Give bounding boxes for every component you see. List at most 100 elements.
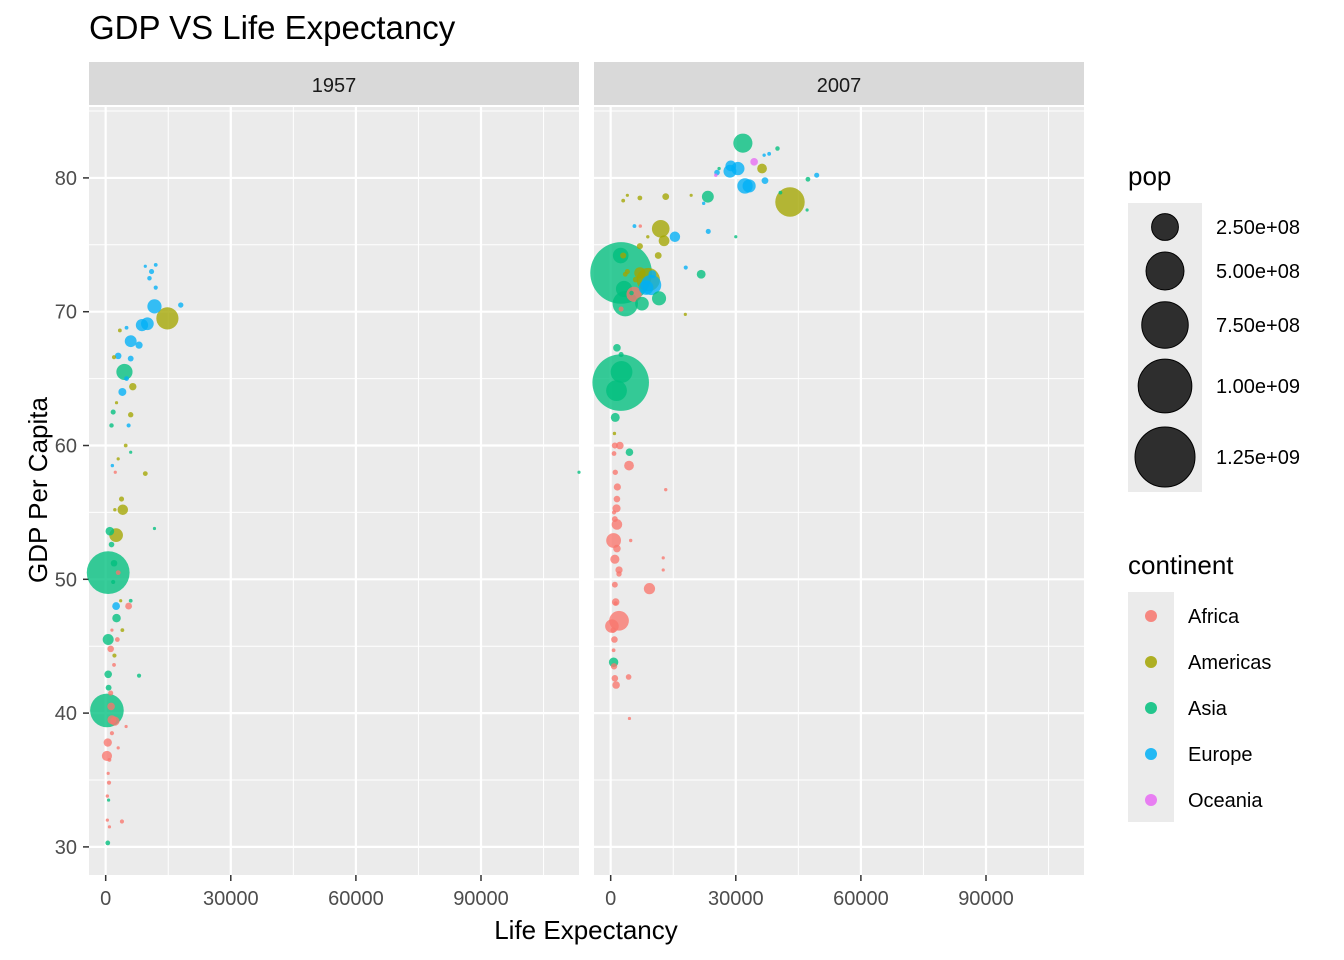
data-point-asia <box>86 551 130 595</box>
data-point-americas <box>111 355 117 360</box>
data-point-africa <box>108 690 114 696</box>
data-point-africa <box>113 470 117 474</box>
color-legend-key-africa <box>1145 610 1157 622</box>
data-point-americas <box>636 243 643 250</box>
data-point-africa <box>612 681 620 689</box>
data-point-asia <box>701 190 714 203</box>
data-point-asia <box>102 634 114 646</box>
x-tick-label: 30000 <box>203 888 259 910</box>
data-point-americas <box>112 653 117 658</box>
data-point-asia <box>652 291 667 306</box>
data-point-europe <box>638 280 654 295</box>
data-point-africa <box>613 544 621 553</box>
data-point-africa <box>611 510 617 515</box>
data-point-africa <box>103 738 112 747</box>
data-point-americas <box>129 382 137 391</box>
facet-strip-label: 2007 <box>817 75 862 97</box>
size-legend-key <box>1141 301 1189 349</box>
data-point-africa <box>643 583 656 595</box>
data-point-africa <box>629 538 633 543</box>
data-point-africa <box>616 571 622 577</box>
data-point-asia <box>778 190 783 195</box>
data-point-europe <box>153 262 158 267</box>
data-point-europe <box>725 160 737 172</box>
data-point-asia <box>696 269 706 279</box>
data-point-africa <box>611 636 618 643</box>
y-tick-label: 70 <box>55 302 77 324</box>
data-point-americas <box>651 219 670 238</box>
data-point-africa <box>110 628 114 632</box>
data-point-europe <box>814 172 820 178</box>
y-tick-label: 40 <box>55 703 77 725</box>
data-point-europe <box>669 231 681 243</box>
data-point-africa <box>119 819 125 824</box>
x-tick-label: 0 <box>100 888 111 910</box>
data-point-asia <box>610 412 620 422</box>
data-point-asia <box>110 409 116 415</box>
data-point-europe <box>135 341 143 349</box>
color-legend: continent Africa Americas Asia Europe Oceani… <box>1128 550 1271 822</box>
data-point-europe <box>110 463 115 468</box>
y-tick-label: 80 <box>55 168 77 190</box>
data-point-africa <box>611 442 618 449</box>
data-point-europe <box>762 153 766 157</box>
facet-panel-2007: 2007 0 30000 60000 90000 <box>590 62 1084 910</box>
facet-strip <box>89 62 579 105</box>
data-point-africa <box>610 554 620 564</box>
data-point-europe <box>135 318 149 332</box>
data-point-europe <box>147 299 162 314</box>
data-point-africa <box>124 724 128 729</box>
size-legend-label: 1.00e+09 <box>1216 376 1300 398</box>
size-legend-label: 7.50e+08 <box>1216 315 1300 337</box>
data-point-europe <box>124 325 129 330</box>
color-legend-label: Africa <box>1188 606 1240 628</box>
data-point-africa <box>611 451 617 456</box>
data-point-africa <box>115 570 121 576</box>
size-legend: pop 2.50e+08 5.00e+08 7.50e+08 1.00e+09 1.25… <box>1128 161 1300 492</box>
y-tick-label: 30 <box>55 837 77 859</box>
data-point-africa <box>613 483 621 491</box>
data-point-oceania <box>750 158 758 166</box>
data-point-asia <box>610 361 633 383</box>
data-point-europe <box>705 228 711 234</box>
data-point-asia <box>129 450 133 454</box>
data-point-africa <box>661 556 665 560</box>
data-point-africa <box>105 818 109 822</box>
data-point-africa <box>612 469 618 475</box>
data-point-africa <box>664 487 668 492</box>
data-point-africa <box>107 645 114 653</box>
data-point-africa <box>107 825 112 829</box>
data-point-asia <box>805 208 809 212</box>
data-point-europe <box>143 264 147 268</box>
data-point-americas <box>646 235 650 239</box>
data-point-americas <box>622 271 628 277</box>
data-point-africa <box>107 758 112 762</box>
data-point-americas <box>118 496 125 502</box>
data-point-asia <box>136 673 142 678</box>
data-point-asia <box>105 840 111 846</box>
data-point-europe <box>632 224 637 228</box>
data-point-americas <box>683 312 687 316</box>
data-point-africa <box>125 602 133 610</box>
y-tick-label: 60 <box>55 436 77 458</box>
data-point-americas <box>757 163 767 174</box>
data-point-asia <box>107 798 111 802</box>
color-legend-label: Oceania <box>1188 790 1263 812</box>
facet-strip-label: 1957 <box>312 75 357 97</box>
data-point-africa <box>611 648 616 653</box>
color-legend-key-asia <box>1145 702 1157 714</box>
data-point-americas <box>634 267 646 279</box>
facet-panel-1957: 1957 30 40 50 60 70 80 0 30000 60000 90000 <box>55 62 581 910</box>
data-point-africa <box>611 516 618 523</box>
data-point-europe <box>114 352 122 360</box>
facet-panels: 1957 30 40 50 60 70 80 0 30000 60000 90000 2007 0 300… <box>55 62 1084 910</box>
size-legend-key <box>1134 426 1196 488</box>
data-point-europe <box>126 423 131 428</box>
data-point-americas <box>625 193 629 197</box>
color-legend-label: Asia <box>1188 698 1228 720</box>
data-point-asia <box>805 176 811 182</box>
data-point-europe <box>124 376 129 382</box>
data-point-americas <box>113 508 117 512</box>
data-point-europe <box>178 302 184 308</box>
